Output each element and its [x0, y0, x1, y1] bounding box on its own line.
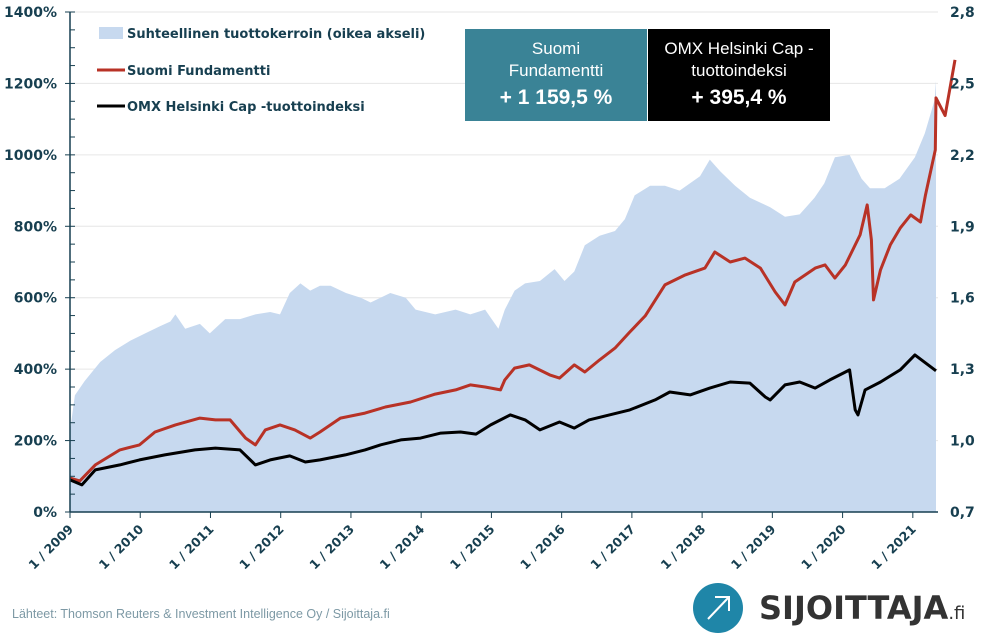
right-axis-tick-label: 1,3 [950, 362, 975, 378]
right-axis-tick-label: 2,8 [950, 5, 975, 21]
fund-box-value: + 1 159,5 % [499, 86, 613, 109]
legend: Suhteellinen tuottokerroin (oikea akseli… [97, 27, 425, 115]
left-axis-tick-label: 200% [14, 434, 57, 450]
legend-label: OMX Helsinki Cap -tuottoindeksi [127, 100, 365, 115]
x-axis-tick-label: 1 / 2018 [657, 522, 708, 573]
x-axis-tick-label: 1 / 2010 [96, 521, 147, 572]
line-series-omx-helsinki-cap [69, 353, 937, 487]
fund-box-label-line2: Fundamentti [508, 61, 604, 80]
fund-return-box: Suomi Fundamentti + 1 159,5 % [465, 29, 647, 121]
logo-text: SIJOITTAJA [759, 589, 949, 627]
x-axis-tick-label: 1 / 2017 [587, 522, 638, 573]
left-axis-tick-label: 800% [14, 219, 57, 235]
x-axis-tick-label: 1 / 2009 [25, 522, 76, 573]
x-axis-tick-label: 1 / 2012 [236, 522, 287, 573]
left-axis-tick-label: 0% [33, 505, 57, 521]
line-series-suomi-fundamentti [69, 59, 957, 483]
left-axis-tick-label: 1200% [4, 76, 57, 92]
legend-swatch-area [99, 27, 123, 39]
omx-return-box: OMX Helsinki Cap - tuottoindeksi + 395,4… [648, 29, 830, 121]
arrow-up-right-icon [707, 596, 730, 620]
omx-box-label-line1: OMX Helsinki Cap - [664, 39, 814, 58]
x-axis-tick-label: 1 / 2015 [447, 522, 498, 573]
x-axis-tick-label: 1 / 2014 [377, 521, 428, 572]
right-axis-tick-label: 0,7 [950, 505, 975, 521]
sijoittaja-logo: SIJOITTAJA.fi [693, 583, 983, 633]
left-axis-tick-label: 400% [14, 362, 57, 378]
legend-label: Suomi Fundamentti [127, 64, 270, 79]
left-axis-tick-label: 600% [14, 291, 57, 307]
x-axis-tick-label: 1 / 2020 [798, 521, 849, 572]
omx-box-label-line2: tuottoindeksi [691, 61, 787, 80]
fund-box-label-line1: Suomi [531, 39, 581, 58]
line-series-layer [69, 59, 957, 487]
area-series-relative-return [70, 81, 936, 512]
omx-box-value: + 395,4 % [691, 86, 787, 109]
legend-label: Suhteellinen tuottokerroin (oikea akseli… [127, 27, 425, 42]
x-axis-tick-label: 1 / 2013 [306, 522, 357, 573]
right-axis-tick-label: 1,6 [950, 291, 975, 307]
logo-arrow-icon [693, 583, 743, 633]
x-axis-tick-label: 1 / 2011 [166, 522, 217, 573]
x-axis-tick-label: 1 / 2021 [868, 522, 919, 573]
source-note: Lähteet: Thomson Reuters & Investment In… [12, 607, 390, 621]
left-axis-tick-label: 1400% [4, 5, 57, 21]
right-axis-tick-label: 2,5 [950, 76, 975, 92]
x-axis-tick-label: 1 / 2016 [517, 521, 568, 572]
right-axis-tick-label: 2,2 [950, 148, 975, 164]
logo-tld: .fi [948, 603, 966, 624]
area-series-layer [70, 81, 936, 512]
left-axis-tick-label: 1000% [4, 148, 57, 164]
x-axis-tick-label: 1 / 2019 [728, 522, 779, 573]
chart: 0% 200% 400% 600% 800% 1000% 1200% 1400% 0,7 1,0 1… [4, 5, 975, 573]
right-axis-tick-label: 1,9 [950, 219, 975, 235]
right-axis-tick-label: 1,0 [950, 434, 975, 450]
